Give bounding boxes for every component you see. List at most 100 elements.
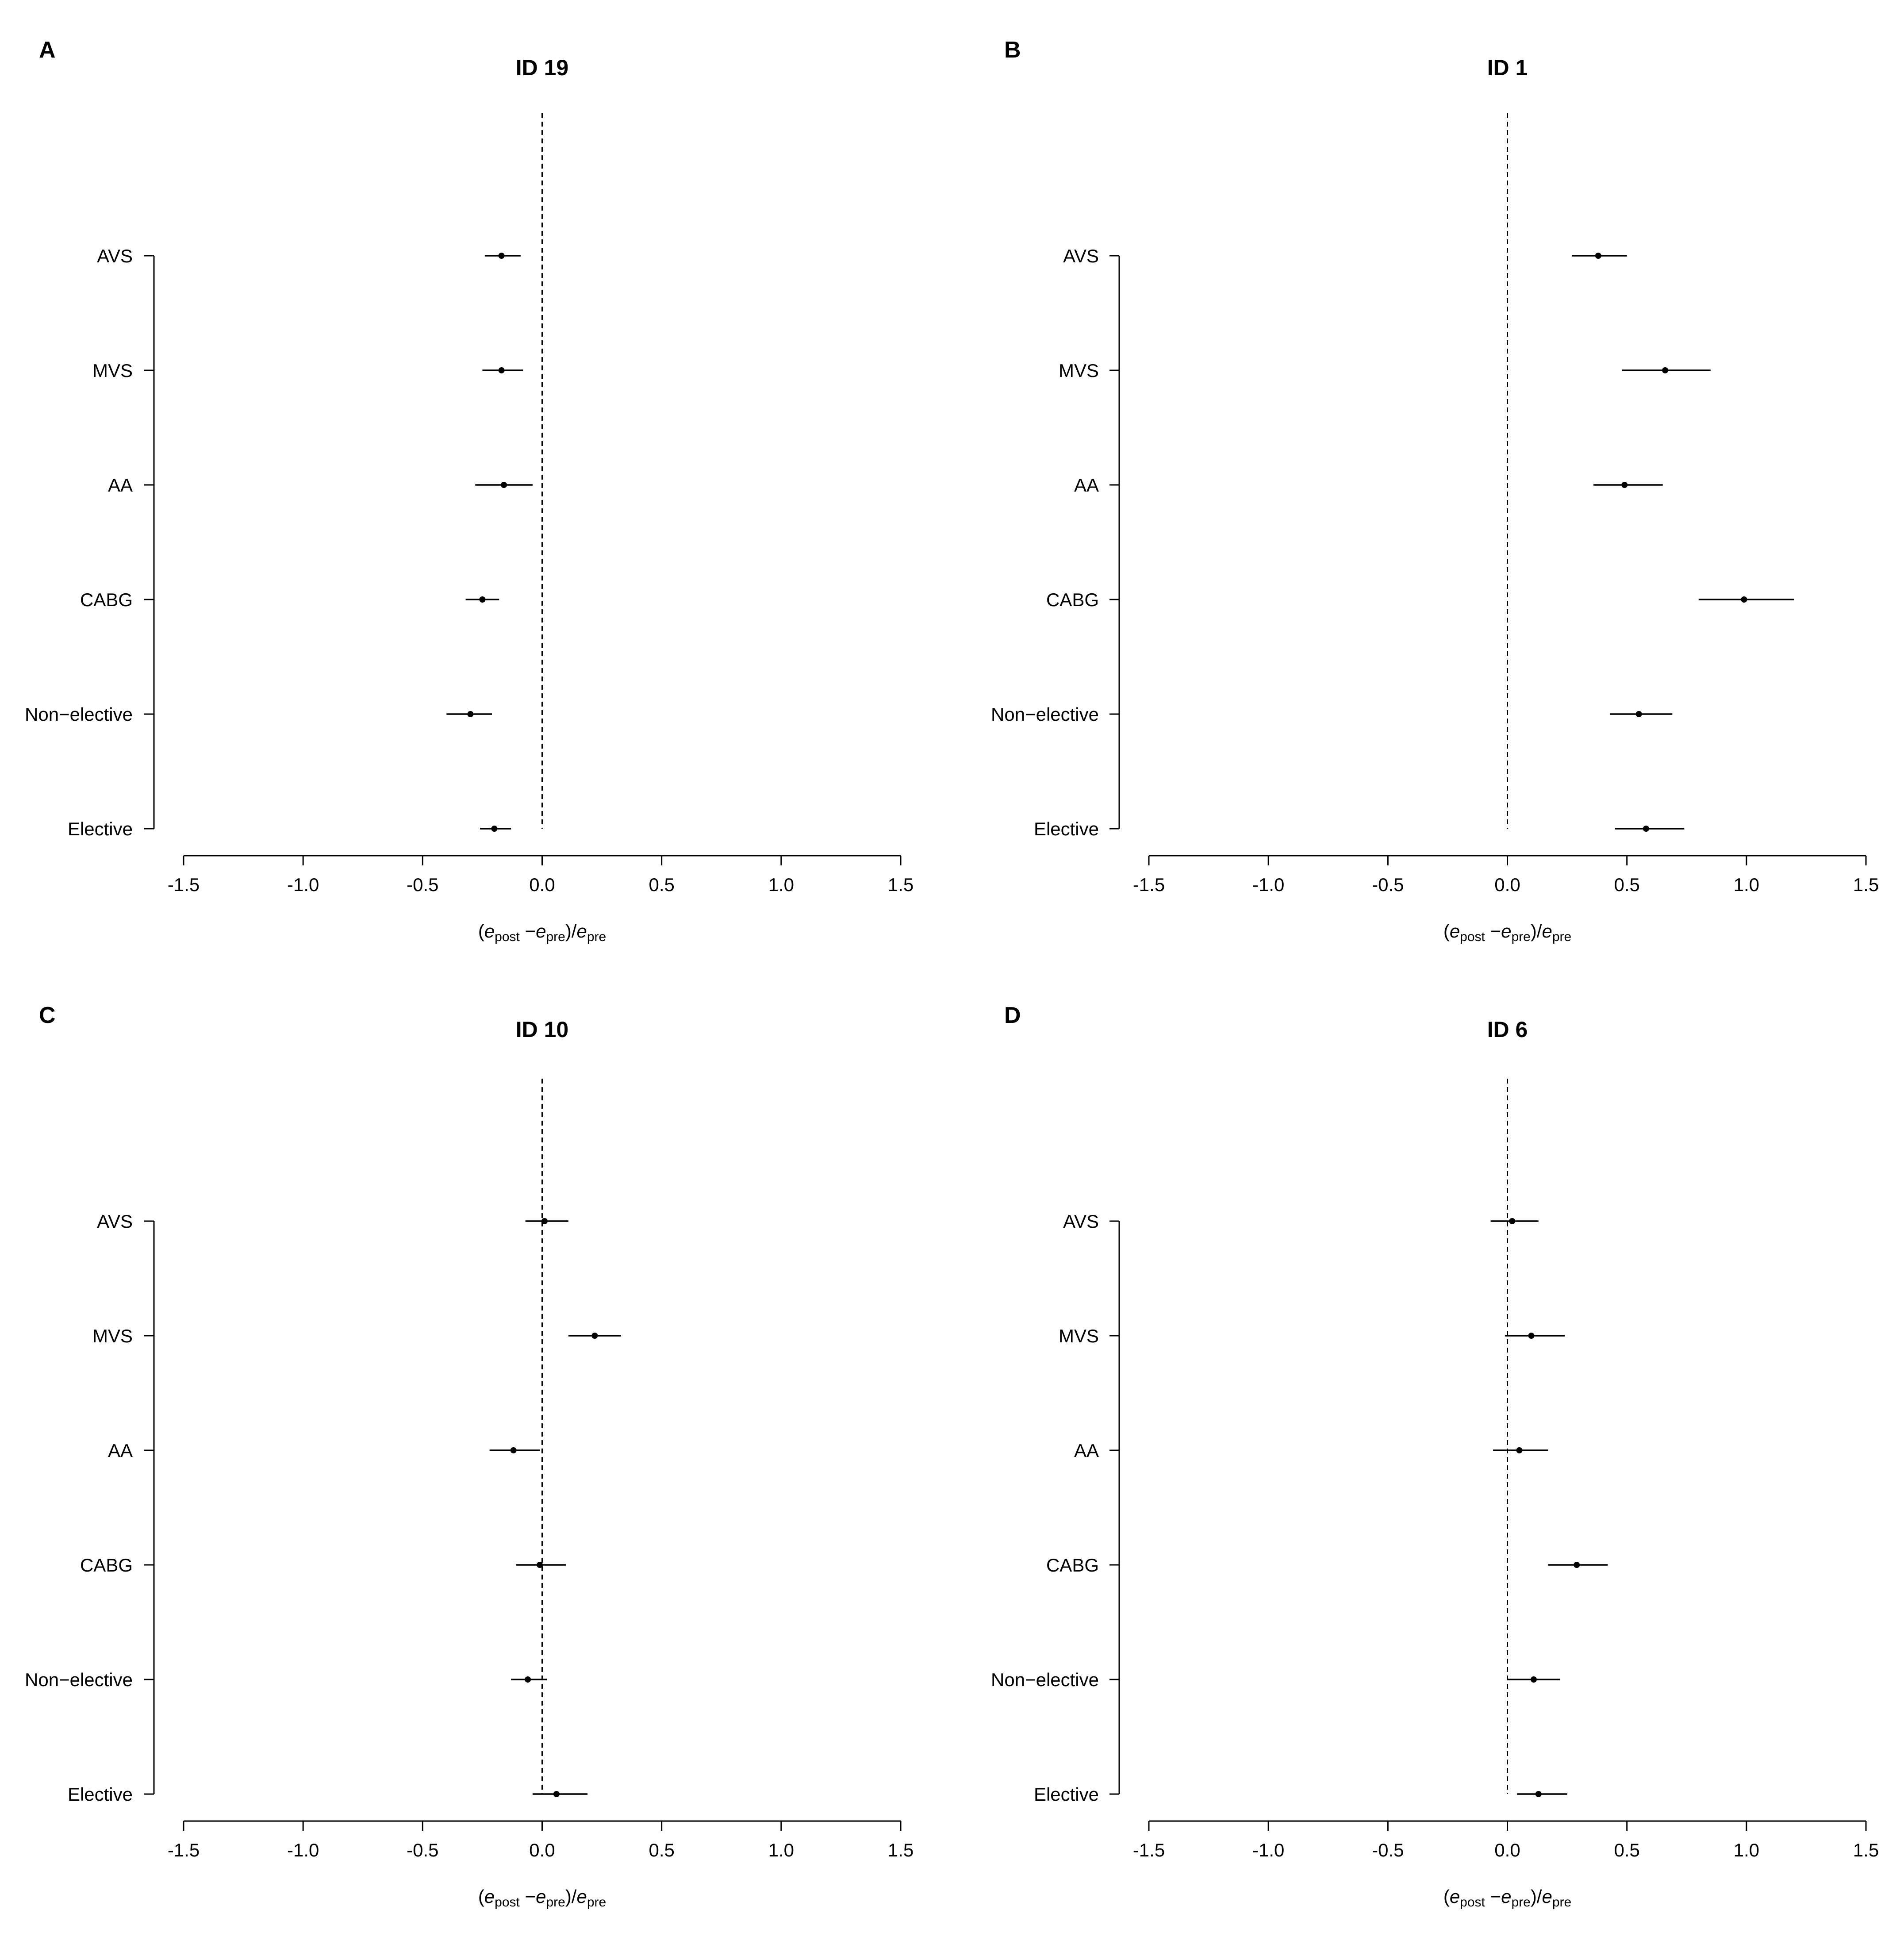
x-axis-label-s2: pre [546,1895,565,1910]
x-axis-label-close: )/ [1531,1886,1542,1907]
x-tick-label: 1.0 [768,1840,794,1860]
panel-b: B ID 1 AVS MVS AA CABG Non−elective Elective -1.… [991,37,1879,944]
x-axis-label-minus: − [1485,1886,1501,1907]
x-tick-label: -1.0 [287,874,319,895]
category-label: CABG [1046,1555,1099,1576]
x-axis-label: (epost −epre)/epre [1443,921,1571,944]
panel-d: D ID 6 AVS MVS AA CABG Non−elective Elective -1.… [991,1003,1879,1910]
point-estimate [525,1676,531,1683]
x-axis-label-s1: post [495,930,520,944]
point-estimate [1741,596,1747,603]
x-axis-label-minus: − [520,921,536,942]
x-tick-label: 0.5 [649,1840,674,1860]
x-tick-label: -1.0 [1252,1840,1284,1860]
x-tick-label: 1.0 [1734,874,1759,895]
category-label: AVS [97,246,133,266]
x-axis-label-s3: pre [1552,1895,1571,1910]
point-estimate [498,253,505,259]
category-label: MVS [1059,360,1099,381]
point-estimate [1528,1333,1535,1339]
category-label: MVS [92,1326,133,1346]
point-estimate [1516,1447,1523,1453]
point-estimate [498,367,505,373]
x-axis-label-s3: pre [1552,930,1571,944]
x-tick-label: -1.5 [168,1840,200,1860]
x-tick-label: 1.0 [1734,1840,1759,1860]
point-estimate [1574,1562,1580,1568]
category-label: Elective [68,819,133,839]
point-estimate [1509,1218,1516,1224]
category-label: Elective [1034,819,1099,839]
x-axis-label-e3: e [576,921,587,942]
x-axis-label-e1: e [1450,921,1460,942]
category-label: Elective [68,1784,133,1805]
x-tick-label: 1.0 [768,874,794,895]
point-estimate [501,482,507,488]
x-axis-label-minus: − [1485,921,1501,942]
category-label: CABG [80,589,133,610]
x-tick-label: -1.5 [168,874,200,895]
x-axis-label-e1: e [484,921,495,942]
point-estimate [1530,1676,1537,1683]
panel-letter: A [39,37,56,63]
x-tick-label: -0.5 [407,874,438,895]
point-estimate [1621,482,1628,488]
x-axis-label-s1: post [1460,1895,1485,1910]
category-label: Non−elective [991,704,1099,725]
x-axis-label-s2: pre [1511,930,1530,944]
x-axis-label-open: ( [1443,921,1450,942]
x-tick-label: -1.5 [1133,874,1165,895]
x-tick-label: 0.0 [1494,1840,1520,1860]
panel-title: ID 10 [516,1017,569,1042]
x-axis-label-open: ( [1443,1886,1450,1907]
point-estimate [491,826,498,832]
x-axis-label-e2: e [536,1886,546,1907]
category-label: MVS [1059,1326,1099,1346]
x-tick-label: -0.5 [407,1840,438,1860]
point-estimate [1635,711,1642,717]
point-estimate [479,596,486,603]
x-axis-label-close: )/ [565,921,577,942]
x-tick-label: 0.5 [649,874,674,895]
x-tick-label: 1.5 [1853,1840,1879,1860]
x-axis-label-open: ( [478,921,484,942]
x-axis-label-s3: pre [587,1895,606,1910]
panel-letter: B [1004,37,1021,63]
x-tick-label: -0.5 [1372,1840,1404,1860]
x-tick-label: 1.5 [1853,874,1879,895]
x-tick-label: 0.0 [529,1840,555,1860]
category-label: Non−elective [25,1669,133,1690]
x-tick-label: 0.0 [1494,874,1520,895]
x-tick-label: -0.5 [1372,874,1404,895]
category-label: CABG [80,1555,133,1576]
panel-letter: C [39,1003,56,1028]
panel-letter: D [1004,1003,1021,1028]
point-estimate [553,1791,560,1797]
category-label: AA [108,1440,133,1461]
category-label: AA [1074,475,1099,496]
category-label: AVS [1063,246,1099,266]
x-axis-label-close: )/ [1531,921,1542,942]
category-label: MVS [92,360,133,381]
point-estimate [591,1333,598,1339]
category-label: AVS [1063,1211,1099,1232]
x-axis-label-e2: e [536,921,546,942]
x-axis-label: (epost −epre)/epre [1443,1886,1571,1910]
category-label: CABG [1046,589,1099,610]
x-axis-label-minus: − [520,1886,536,1907]
x-tick-label: -1.0 [287,1840,319,1860]
x-tick-label: 0.5 [1614,1840,1639,1860]
x-axis-label-e3: e [576,1886,587,1907]
panel-title: ID 19 [516,55,569,80]
category-label: Non−elective [25,704,133,725]
x-axis-label: (epost −epre)/epre [478,1886,606,1910]
x-axis-label-s2: pre [546,930,565,944]
x-axis-label-e1: e [484,1886,495,1907]
x-axis-label-s1: post [1460,930,1485,944]
point-estimate [541,1218,548,1224]
x-tick-label: -1.0 [1252,874,1284,895]
panel-a: A ID 19 AVS MVS AA CABG Non−elective Elective -1… [25,37,914,944]
panel-c: C ID 10 AVS MVS AA CABG Non−elective Elective -1… [25,1003,914,1910]
x-tick-label: 1.5 [888,1840,914,1860]
